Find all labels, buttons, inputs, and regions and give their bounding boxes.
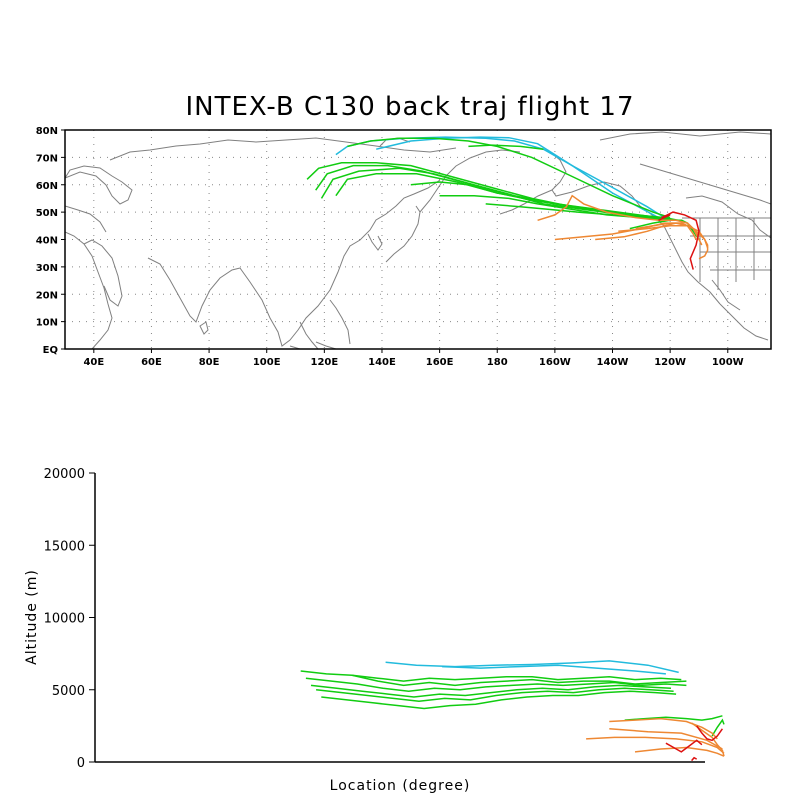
- altitude-trajectory-orange: [609, 728, 723, 750]
- altitude-trajectory-orange: [691, 722, 725, 757]
- map-trajectory-red: [661, 211, 700, 270]
- map-trajectory-green: [629, 219, 700, 240]
- altitude-trajectory-orange: [634, 746, 725, 757]
- map-trajectory-red: [658, 214, 671, 221]
- coastline: [239, 179, 441, 347]
- coastline: [83, 239, 123, 307]
- coastline: [329, 299, 351, 345]
- map-x-tick-label: 140W: [597, 357, 629, 368]
- altitude-trajectory-cyan: [385, 660, 679, 674]
- coastline: [367, 233, 383, 251]
- coastline: [719, 303, 769, 341]
- coastline: [685, 195, 771, 239]
- altitude-trajectory-green: [310, 684, 672, 698]
- coastline: [65, 165, 133, 205]
- coastline: [499, 189, 553, 215]
- map-y-tick-label: EQ: [43, 345, 58, 356]
- coastline: [65, 231, 113, 349]
- altitude-trajectory-green: [711, 718, 725, 737]
- state-borders: [682, 217, 771, 290]
- map-x-tick-label: 160E: [426, 357, 454, 368]
- y-axis-label: Altitude (m): [24, 569, 40, 665]
- map-y-tick-label: 50N: [36, 208, 58, 219]
- map-y-tick-label: 30N: [36, 263, 58, 274]
- map-trajectory-orange: [595, 222, 697, 241]
- map-x-tick-label: 100E: [253, 357, 281, 368]
- map-x-tick-label: 60E: [141, 357, 162, 368]
- altitude-trajectory-red: [665, 739, 703, 753]
- map-x-tick-label: 120E: [310, 357, 338, 368]
- map-y-tick-label: 60N: [36, 181, 58, 192]
- map-x-tick-label: 120W: [654, 357, 686, 368]
- map-trajectory-green: [410, 181, 679, 222]
- altitude-trajectory-green: [305, 677, 687, 692]
- map-y-tick-label: 40N: [36, 236, 58, 247]
- coastline: [299, 321, 319, 349]
- altitude-trajectory-orange: [609, 717, 718, 740]
- map-x-tick-label: 100W: [712, 357, 744, 368]
- coastline: [109, 137, 457, 161]
- altitude-trajectory-orange: [586, 736, 725, 754]
- map-x-tick-label: 160W: [539, 357, 571, 368]
- map-trajectory-green: [468, 144, 544, 150]
- altitude-trajectory-green: [624, 715, 723, 721]
- coastline: [711, 279, 741, 311]
- map-x-tick-label: 180: [487, 357, 508, 368]
- altitude-trajectory-green: [300, 670, 687, 687]
- coastline: [599, 131, 771, 141]
- map-trajectory-green: [347, 137, 671, 219]
- coastline: [65, 205, 107, 233]
- map-y-tick-label: 20N: [36, 290, 58, 301]
- altitude-trajectory-red: [696, 725, 724, 742]
- y-tick-label: 10000: [44, 612, 85, 627]
- coastline: [547, 149, 649, 213]
- map-x-tick-label: 40E: [83, 357, 104, 368]
- altitude-trajectory-green: [316, 687, 674, 703]
- map-x-tick-label: 80E: [199, 357, 220, 368]
- coastline: [639, 163, 771, 205]
- y-tick-label: 5000: [52, 684, 85, 699]
- y-tick-label: 15000: [44, 539, 85, 554]
- map-x-tick-label: 140E: [368, 357, 396, 368]
- altitude-trajectory-cyan: [442, 664, 666, 675]
- map-trajectory-orange: [686, 222, 709, 260]
- altitude-trajectory-red: [691, 756, 698, 762]
- map-y-tick-label: 80N: [36, 126, 58, 137]
- y-tick-label: 0: [77, 756, 85, 771]
- altitude-trajectory-green: [321, 690, 677, 710]
- map-y-tick-label: 70N: [36, 153, 58, 164]
- map-trajectory-cyan: [376, 136, 659, 219]
- altitude-trajectory-green: [352, 674, 682, 682]
- x-axis-label: Location (degree): [330, 778, 471, 794]
- map-trajectory-orange: [635, 222, 688, 230]
- map-trajectory-green: [485, 203, 676, 222]
- coastline: [419, 149, 521, 213]
- map-trajectory-orange: [554, 222, 703, 246]
- chart-title: INTEX-B C130 back traj flight 17: [185, 92, 635, 122]
- map-y-tick-label: 10N: [36, 318, 58, 329]
- coastline: [147, 257, 241, 323]
- coastline: [199, 321, 209, 335]
- y-tick-label: 20000: [44, 467, 85, 482]
